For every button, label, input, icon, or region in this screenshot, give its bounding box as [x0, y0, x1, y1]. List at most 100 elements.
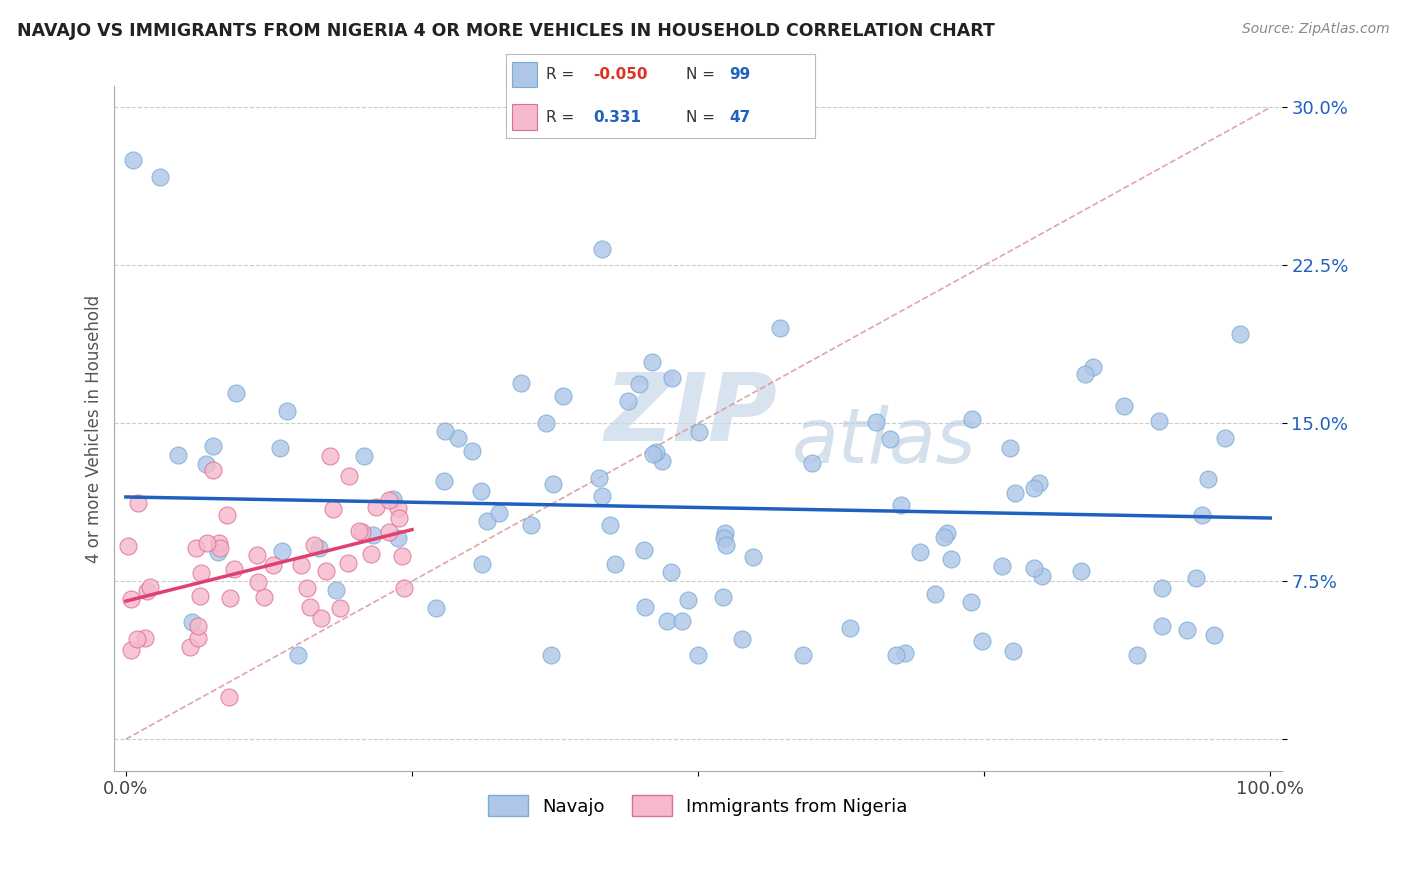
Legend: Navajo, Immigrants from Nigeria: Navajo, Immigrants from Nigeria: [481, 788, 915, 823]
Point: [661, 371, 683, 385]
Point: [934, 531, 956, 545]
Point: [488, 506, 510, 520]
Point: [246, 548, 269, 562]
Point: [117, 539, 139, 553]
Point: [742, 550, 765, 565]
Point: [225, 385, 247, 400]
Point: [676, 592, 699, 607]
Point: [322, 502, 344, 516]
Point: [201, 463, 224, 477]
Point: [208, 535, 231, 549]
Point: [337, 556, 360, 570]
Text: 47: 47: [728, 110, 751, 125]
Point: [543, 477, 565, 491]
Point: [643, 447, 665, 461]
Point: [991, 558, 1014, 573]
Point: [180, 615, 202, 629]
Point: [195, 536, 218, 550]
Point: [309, 611, 332, 625]
Point: [195, 457, 218, 471]
Point: [433, 474, 456, 488]
Point: [202, 439, 225, 453]
Point: [1197, 472, 1219, 486]
Point: [801, 457, 824, 471]
Point: [138, 580, 160, 594]
Point: [617, 393, 640, 408]
Point: [134, 631, 156, 645]
Point: [910, 545, 932, 559]
Point: [190, 566, 212, 581]
Point: [1070, 564, 1092, 578]
Point: [360, 547, 382, 561]
Point: [998, 442, 1021, 456]
Point: [218, 690, 240, 704]
Text: 99: 99: [728, 67, 751, 82]
Point: [304, 538, 326, 552]
Point: [363, 528, 385, 542]
Bar: [512, 62, 537, 87]
Point: [127, 496, 149, 510]
Point: [184, 541, 207, 556]
Text: NAVAJO VS IMMIGRANTS FROM NIGERIA 4 OR MORE VEHICLES IN HOUSEHOLD CORRELATION CH: NAVAJO VS IMMIGRANTS FROM NIGERIA 4 OR M…: [17, 22, 995, 40]
Point: [935, 526, 957, 541]
Point: [391, 549, 413, 563]
Point: [713, 531, 735, 545]
Point: [187, 631, 209, 645]
Point: [1022, 561, 1045, 575]
Point: [1191, 508, 1213, 522]
Point: [186, 619, 208, 633]
Point: [347, 524, 370, 539]
Point: [271, 544, 294, 558]
Text: Source: ZipAtlas.com: Source: ZipAtlas.com: [1241, 22, 1389, 37]
Point: [641, 354, 664, 368]
Point: [353, 449, 375, 463]
Point: [520, 517, 543, 532]
Point: [337, 468, 360, 483]
Point: [1213, 431, 1236, 445]
Point: [470, 484, 492, 499]
Point: [461, 443, 484, 458]
Point: [308, 541, 330, 555]
Point: [166, 448, 188, 462]
Point: [655, 615, 678, 629]
Point: [315, 564, 337, 578]
Point: [447, 431, 470, 445]
Point: [884, 648, 907, 662]
Point: [470, 557, 492, 571]
Point: [378, 493, 401, 508]
Point: [599, 517, 621, 532]
Point: [591, 242, 613, 256]
Point: [120, 592, 142, 607]
Point: [1074, 367, 1097, 381]
Point: [924, 587, 946, 601]
Point: [894, 647, 917, 661]
Point: [941, 552, 963, 566]
Point: [714, 538, 737, 552]
Point: [509, 376, 531, 390]
Point: [540, 648, 562, 662]
Point: [149, 170, 172, 185]
Point: [879, 432, 901, 446]
Point: [731, 632, 754, 647]
Text: R =: R =: [547, 67, 575, 82]
Point: [1024, 481, 1046, 495]
Point: [1204, 628, 1226, 642]
Point: [209, 541, 232, 555]
Point: [553, 389, 575, 403]
Point: [628, 377, 651, 392]
Point: [645, 445, 668, 459]
Point: [890, 498, 912, 512]
Point: [218, 591, 240, 606]
Point: [253, 591, 276, 605]
Point: [633, 600, 655, 615]
Point: [1112, 399, 1135, 413]
Point: [179, 640, 201, 654]
Point: [1150, 581, 1173, 595]
Point: [387, 501, 409, 516]
Point: [122, 153, 145, 167]
Point: [387, 531, 409, 545]
Point: [713, 525, 735, 540]
Point: [769, 321, 792, 335]
Point: [319, 449, 342, 463]
Y-axis label: 4 or more Vehicles in Household: 4 or more Vehicles in Household: [86, 294, 103, 563]
